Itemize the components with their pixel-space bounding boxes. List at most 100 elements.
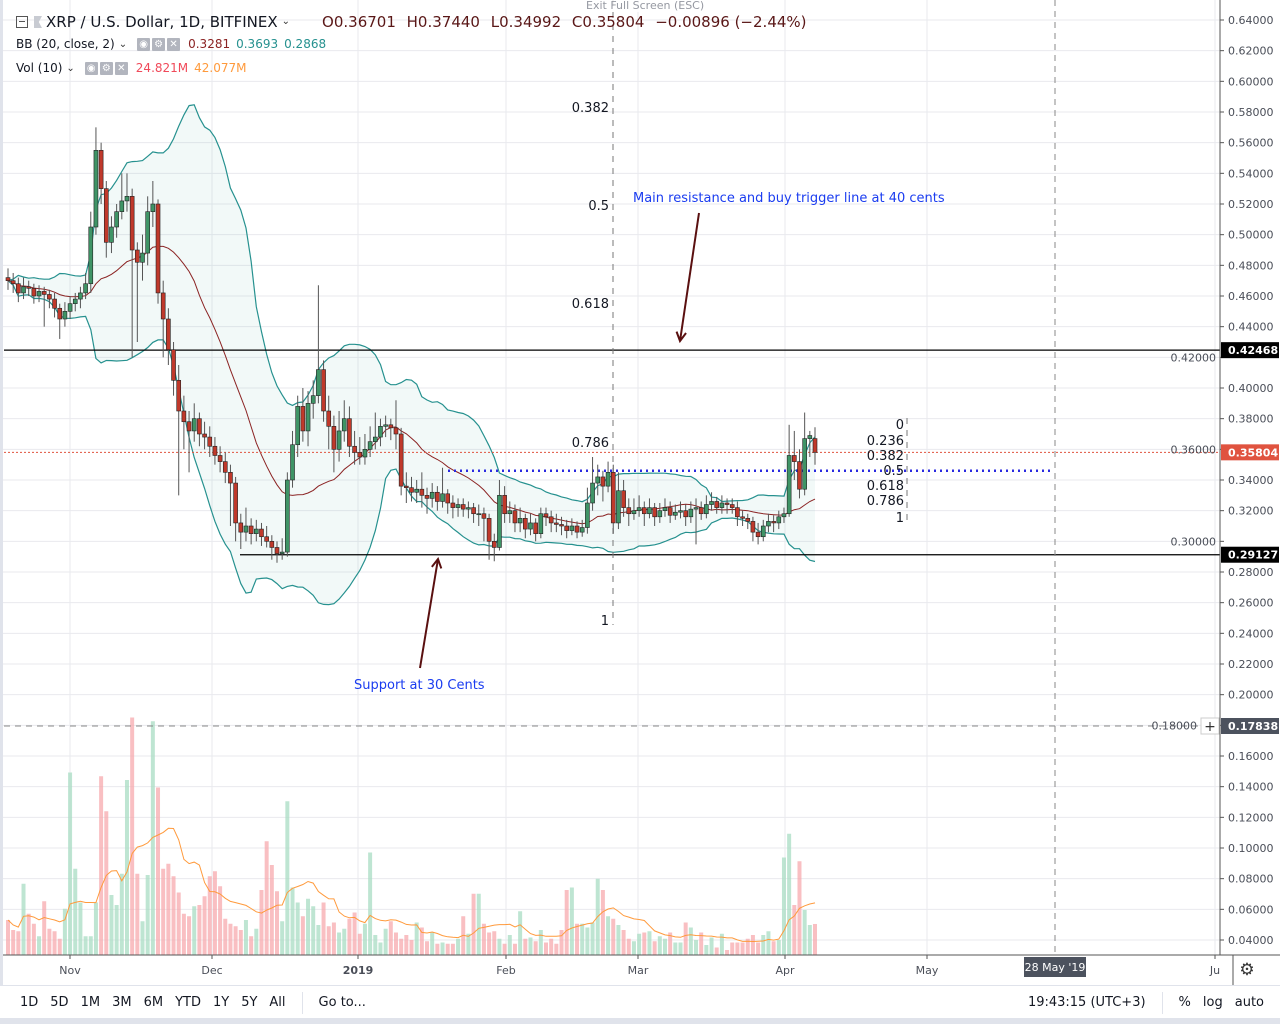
candle (181, 410, 187, 423)
drawn-lines[interactable]: Main resistance and buy trigger line at … (0, 0, 1280, 956)
volume-bar (150, 721, 155, 955)
close-icon[interactable]: ✕ (167, 37, 181, 51)
bb-label[interactable]: BB (20, close, 2) (16, 37, 115, 51)
volume-bar (502, 943, 507, 955)
plus-icon[interactable]: + (1204, 719, 1216, 735)
volume-bar (197, 905, 202, 955)
candle (202, 433, 207, 438)
candle (704, 504, 709, 515)
time-tick-label: 2019 (343, 964, 374, 977)
range-1d[interactable]: 1D (20, 995, 39, 1010)
goto-button[interactable]: Go to... (318, 995, 366, 1010)
percent-toggle[interactable]: % (1178, 995, 1191, 1010)
candle (155, 203, 161, 294)
volume-bar (373, 935, 378, 955)
time-axis[interactable]: Nov Dec 2019 Feb Mar Apr May Ju 28 May '19 ⚙ (59, 955, 1255, 985)
range-all[interactable]: All (269, 995, 286, 1010)
range-5y[interactable]: 5Y (241, 995, 258, 1010)
candle (279, 551, 285, 554)
candle (295, 406, 300, 446)
volume-bar (16, 931, 21, 955)
candle (248, 525, 254, 534)
candle (450, 502, 456, 508)
gear-icon[interactable]: ⚙ (99, 61, 113, 75)
volume-bar (559, 930, 564, 955)
time-tick-label: Apr (775, 964, 795, 977)
close-icon[interactable]: ✕ (114, 61, 128, 75)
range-1y[interactable]: 1Y (212, 995, 230, 1010)
volume-bar (419, 927, 424, 955)
candle (259, 528, 264, 538)
price-tick-label: 0.48000 (1228, 259, 1274, 272)
volume-bar (68, 772, 73, 955)
candle (57, 307, 63, 320)
volume-bar (331, 922, 336, 955)
candle (662, 507, 668, 511)
range-1m[interactable]: 1M (80, 995, 101, 1010)
crosshair-price-label: 0.17838 (1228, 720, 1278, 733)
volume-bar (637, 933, 642, 955)
candle (760, 525, 766, 538)
volume-bar (626, 938, 631, 955)
range-5d[interactable]: 5D (50, 995, 69, 1010)
chevron-down-icon[interactable]: ⌄ (66, 62, 75, 74)
volume-bar (647, 931, 652, 955)
range-3m[interactable]: 3M (112, 995, 132, 1010)
left-frame (0, 0, 3, 985)
add-alert-button[interactable] (1200, 717, 1220, 735)
support-arrow-head (431, 556, 443, 569)
candle (435, 491, 440, 502)
collapse-icon[interactable] (16, 16, 28, 28)
chevron-down-icon[interactable]: ⌄ (281, 16, 291, 27)
candle (507, 510, 513, 515)
time-tick-label: Feb (496, 964, 515, 977)
volume-bar (62, 908, 67, 955)
volume-bar (280, 921, 285, 955)
price-axis[interactable]: 0.64000 0.62000 0.60000 0.58000 0.56000 0.540… (1152, 14, 1280, 947)
volume-bar (393, 932, 398, 955)
chevron-down-icon[interactable]: ⌄ (118, 38, 128, 50)
candle (109, 226, 114, 243)
candle (243, 525, 249, 533)
candle (714, 501, 720, 508)
price-chart[interactable]: Main resistance and buy trigger line at … (0, 0, 1280, 985)
volume-bar (264, 841, 269, 955)
candle (316, 369, 321, 396)
candle (528, 522, 533, 530)
volume-bar (228, 923, 233, 955)
volume-bar (295, 902, 300, 955)
volume-bar (564, 890, 569, 955)
volume-bar (704, 945, 709, 955)
fib-labels: 0.3820.50.6180.786100.2360.3820.50.6180.… (572, 101, 904, 629)
candle (10, 280, 16, 285)
price-tick-label: 0.38000 (1228, 413, 1274, 426)
candle (729, 504, 735, 508)
gear-icon[interactable]: ⚙ (1239, 960, 1254, 980)
volume-bar (6, 920, 10, 955)
volume-bar (140, 921, 145, 955)
range-ytd[interactable]: YTD (175, 995, 201, 1010)
gear-icon[interactable]: ⚙ (152, 37, 166, 51)
volume-bar (269, 865, 274, 955)
candle (93, 150, 99, 228)
eye-icon[interactable]: ◉ (84, 61, 98, 75)
volume-bar (466, 933, 471, 955)
last-price-label: 0.35804 (1228, 446, 1278, 459)
candle (222, 461, 228, 473)
volume-bar (725, 950, 730, 955)
range-6m[interactable]: 6M (143, 995, 164, 1010)
clock[interactable]: 19:43:15 (UTC+3) (1027, 995, 1146, 1010)
eye-icon[interactable]: ◉ (137, 37, 151, 51)
vol-label[interactable]: Vol (10) (16, 61, 63, 75)
log-toggle[interactable]: log (1202, 995, 1223, 1010)
candle (605, 472, 611, 487)
symbol-legend: XRP / U.S. Dollar, 1D, BITFINEX ⌄ O0.367… (16, 13, 813, 31)
auto-toggle[interactable]: auto (1234, 995, 1264, 1010)
candle (197, 418, 202, 435)
price-tick-label: 0.50000 (1228, 229, 1274, 242)
volume-bar (761, 935, 766, 955)
vol-ma-value: 42.077M (194, 61, 247, 75)
fib-level-label: 0.618 (572, 297, 609, 312)
time-tick-label: Dec (201, 964, 222, 977)
symbol-title[interactable]: XRP / U.S. Dollar, 1D, BITFINEX (46, 13, 278, 31)
